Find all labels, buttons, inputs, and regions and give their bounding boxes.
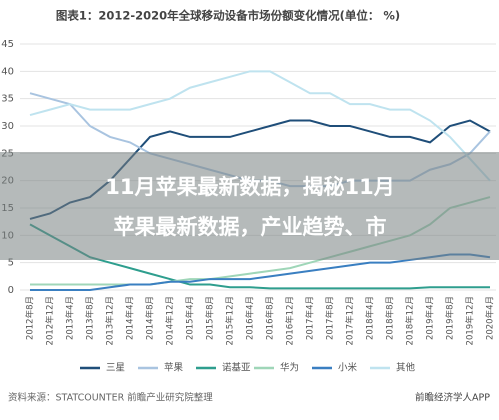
x-tick-label: 2015年8月 bbox=[205, 296, 216, 340]
x-tick-label: 2015年12月 bbox=[225, 296, 236, 345]
brand: 前瞻经济学人APP bbox=[415, 392, 490, 404]
banner-bg bbox=[0, 152, 499, 260]
x-tick-label: 2020年4月 bbox=[485, 296, 496, 340]
x-tick-label: 2019年4月 bbox=[425, 296, 436, 340]
y-tick-label: 45 bbox=[1, 39, 14, 50]
x-tick-label: 2013年8月 bbox=[85, 296, 96, 340]
x-tick-label: 2017年8月 bbox=[325, 296, 336, 340]
x-tick-label: 2016年8月 bbox=[265, 296, 276, 340]
x-tick-label: 2015年4月 bbox=[185, 296, 196, 340]
banner-line: 11月苹果最新数据，揭秘11月 bbox=[105, 175, 394, 199]
x-tick-label: 2019年8月 bbox=[445, 296, 456, 340]
x-tick-label: 2018年12月 bbox=[405, 296, 416, 345]
x-tick-label: 2017年12月 bbox=[345, 296, 356, 345]
series-line bbox=[29, 70, 491, 182]
x-tick-label: 2012年8月 bbox=[25, 296, 36, 340]
x-tick-label: 2018年8月 bbox=[385, 296, 396, 340]
x-tick-label: 2019年12月 bbox=[465, 296, 476, 345]
y-tick-label: 30 bbox=[1, 121, 14, 132]
x-tick-label: 2014年4月 bbox=[125, 296, 136, 340]
x-tick-label: 2018年4月 bbox=[365, 296, 376, 340]
y-tick-label: 0 bbox=[8, 285, 14, 296]
y-tick-label: 5 bbox=[8, 258, 14, 269]
legend-label: 其他 bbox=[396, 362, 416, 374]
chart-title: 图表1：2012-2020年全球移动设备市场份额变化情况(单位： %) bbox=[56, 9, 400, 23]
x-tick-label: 2016年12月 bbox=[285, 296, 296, 345]
y-tick-label: 35 bbox=[1, 94, 14, 105]
x-tick-label: 2012年12月 bbox=[45, 296, 56, 345]
x-tick-label: 2013年12月 bbox=[105, 296, 116, 345]
series-line bbox=[29, 223, 490, 290]
banner-line: 苹果最新数据，产业趋势、市 bbox=[114, 215, 387, 239]
legend-label: 华为 bbox=[280, 362, 299, 374]
legend-label: 小米 bbox=[338, 362, 358, 374]
legend-label: 苹果 bbox=[164, 362, 184, 374]
legend-label: 三星 bbox=[106, 363, 125, 374]
x-tick-label: 2016年4月 bbox=[245, 296, 256, 340]
x-tick-label: 2013年4月 bbox=[65, 296, 76, 340]
x-tick-label: 2017年4月 bbox=[305, 296, 316, 340]
legend-label: 诺基亚 bbox=[222, 362, 251, 374]
x-tick-label: 2014年8月 bbox=[145, 296, 156, 340]
source: 资料来源：STATCOUNTER 前瞻产业研究院整理 bbox=[8, 392, 213, 404]
y-tick-label: 40 bbox=[1, 66, 14, 77]
x-tick-label: 2014年12月 bbox=[165, 296, 176, 345]
